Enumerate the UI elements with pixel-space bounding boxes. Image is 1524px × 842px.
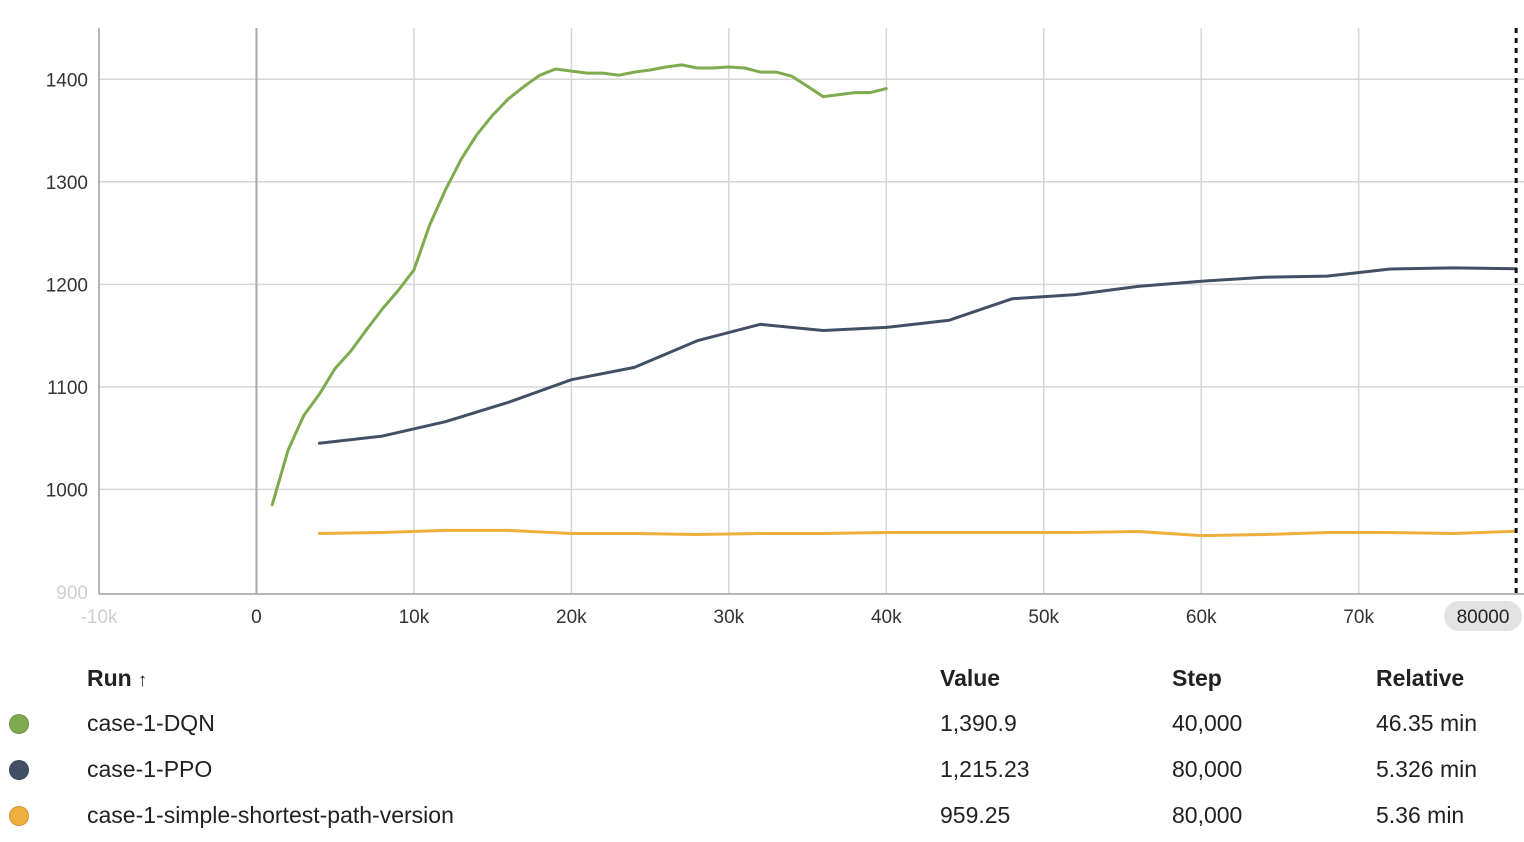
y-tick-label: 1400 [46, 70, 88, 91]
series-line-2[interactable] [317, 528, 1518, 538]
header-step[interactable]: Step [1172, 664, 1222, 691]
series-line-1[interactable] [317, 266, 1518, 445]
x-tick-label: 40k [871, 607, 902, 628]
run-name: case-1-PPO [87, 755, 213, 782]
y-tick-label: 1300 [46, 173, 88, 194]
x-tick-label: 70k [1343, 607, 1374, 628]
cursor-badge-background [1444, 601, 1522, 631]
table-row[interactable]: case-1-PPO 1,215.23 80,000 5.326 min [0, 746, 1524, 792]
table-row[interactable]: case-1-DQN 1,390.9 40,000 46.35 min [0, 700, 1524, 746]
run-value: 959.25 [940, 801, 1011, 828]
x-tick-label: 0 [251, 607, 262, 628]
runs-table: Run ↑ Value Step Relative case-1-DQN 1,39… [0, 656, 1524, 838]
y-tick-label: 1200 [46, 275, 88, 296]
run-name: case-1-simple-shortest-path-version [87, 801, 454, 828]
x-tick-label: 20k [556, 607, 587, 628]
y-tick-label: 1100 [47, 378, 88, 399]
run-color-dot[interactable] [9, 714, 29, 735]
x-tick-label: 30k [714, 607, 745, 628]
run-value: 1,215.23 [940, 755, 1030, 782]
header-run[interactable]: Run ↑ [87, 656, 940, 700]
x-tick-label: 10k [399, 607, 430, 628]
y-ticks: 900 1000 1100 1200 1300 1400 [46, 70, 88, 604]
run-color-dot[interactable] [9, 806, 29, 827]
y-tick-label: 900 [56, 583, 88, 604]
run-color-cell [0, 792, 87, 838]
run-relative: 5.36 min [1376, 801, 1465, 828]
run-step: 80,000 [1172, 801, 1243, 828]
x-tick-label: 50k [1028, 607, 1059, 628]
series-layer [270, 63, 1518, 538]
cursor-badge: 80000 [1444, 601, 1522, 631]
line-chart[interactable]: 900 1000 1100 1200 1300 1400 -10k 0 10k 20k 30k 40… [0, 0, 1524, 650]
table-header-row: Run ↑ Value Step Relative [0, 656, 1524, 700]
run-name: case-1-DQN [87, 709, 215, 736]
grid [99, 28, 1524, 594]
x-tick-label: -10k [81, 607, 118, 628]
run-value: 1,390.9 [940, 709, 1017, 736]
cursor-badge-label: 80000 [1457, 607, 1510, 628]
header-color-cell [0, 656, 87, 700]
run-relative: 46.35 min [1376, 709, 1478, 736]
table-row[interactable]: case-1-simple-shortest-path-version 959.… [0, 792, 1524, 838]
header-value[interactable]: Value [940, 664, 1001, 691]
series-line-0[interactable] [270, 63, 888, 507]
run-relative: 5.326 min [1376, 755, 1478, 782]
x-ticks: -10k 0 10k 20k 30k 40k 50k 60k 70k [81, 607, 1375, 628]
run-color-cell [0, 700, 87, 746]
header-run-label: Run [87, 664, 132, 691]
x-tick-label: 60k [1186, 607, 1217, 628]
run-step: 80,000 [1172, 755, 1243, 782]
sort-ascending-icon[interactable]: ↑ [137, 669, 148, 691]
header-relative[interactable]: Relative [1376, 664, 1465, 691]
run-color-dot[interactable] [9, 760, 29, 781]
run-color-cell [0, 746, 87, 792]
run-step: 40,000 [1172, 709, 1243, 736]
y-tick-label: 1000 [46, 480, 88, 501]
